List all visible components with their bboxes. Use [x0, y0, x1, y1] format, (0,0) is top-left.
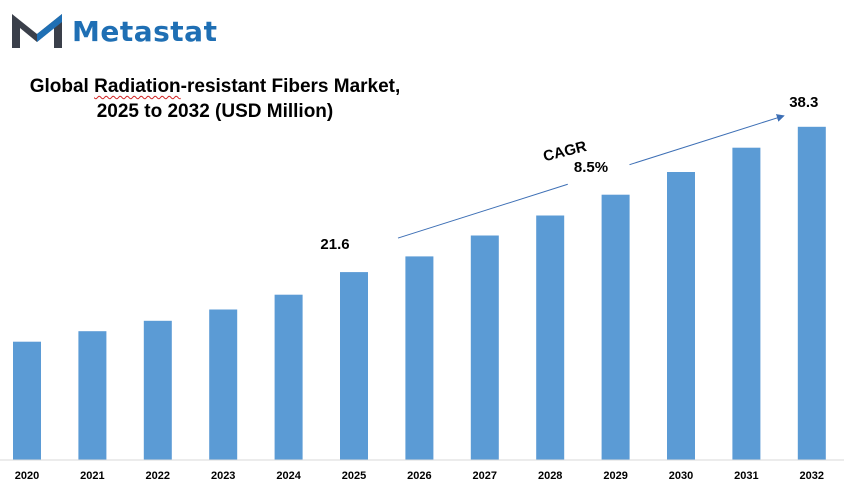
x-tick-2020: 2020 [15, 470, 39, 482]
bar-2029 [601, 194, 630, 460]
x-axis-ticks: 2020 2021 2022 2023 2024 2025 2026 2027 2028 2029… [15, 470, 824, 482]
bar-2026 [405, 256, 434, 460]
chart-title: Global Radiation-resistant Fibers Market… [10, 74, 420, 124]
brand-name: Metastat [72, 14, 218, 48]
x-tick-2026: 2026 [407, 470, 431, 482]
data-labels: 21.6 38.3 [320, 94, 818, 253]
bar-2031 [732, 147, 761, 460]
brand-logo: Metastat [10, 10, 217, 52]
bar-2025 [340, 272, 368, 460]
x-tick-2027: 2027 [473, 470, 497, 482]
cagr-arrow-segment-left [397, 183, 568, 239]
x-tick-2022: 2022 [146, 470, 170, 482]
bar-2027 [470, 235, 499, 460]
x-tick-2024: 2024 [276, 470, 301, 482]
cagr-arrow-segment-right [629, 114, 785, 166]
metastat-m-logo-icon [12, 14, 62, 48]
bar-2022 [143, 320, 172, 460]
bar-2020 [13, 341, 41, 460]
data-label-2032: 38.3 [789, 94, 818, 111]
chart-title-line1: Global Radiation-resistant Fibers Market… [10, 74, 420, 99]
x-tick-2029: 2029 [603, 470, 627, 482]
x-tick-2028: 2028 [538, 470, 562, 482]
bars-group [13, 126, 826, 461]
title-prefix: Global [29, 76, 95, 97]
bar-2030 [667, 172, 695, 460]
bar-2021 [78, 331, 107, 460]
x-tick-2025: 2025 [342, 470, 366, 482]
bar-2032 [797, 126, 826, 461]
chart-title-line2: 2025 to 2032 (USD Million) [96, 101, 334, 122]
x-tick-2032: 2032 [800, 470, 824, 482]
x-tick-2030: 2030 [669, 470, 693, 482]
bar-2024 [274, 294, 303, 460]
x-tick-2023: 2023 [211, 470, 235, 482]
bar-2023 [209, 309, 238, 460]
title-underlined-word: Radiation [94, 76, 181, 97]
title-suffix: -resistant Fibers Market, [180, 76, 401, 97]
bar-2028 [536, 215, 565, 460]
x-tick-2021: 2021 [80, 470, 104, 482]
x-tick-2031: 2031 [734, 470, 758, 482]
cagr-value: 8.5% [574, 159, 608, 176]
data-label-2025: 21.6 [320, 236, 349, 253]
